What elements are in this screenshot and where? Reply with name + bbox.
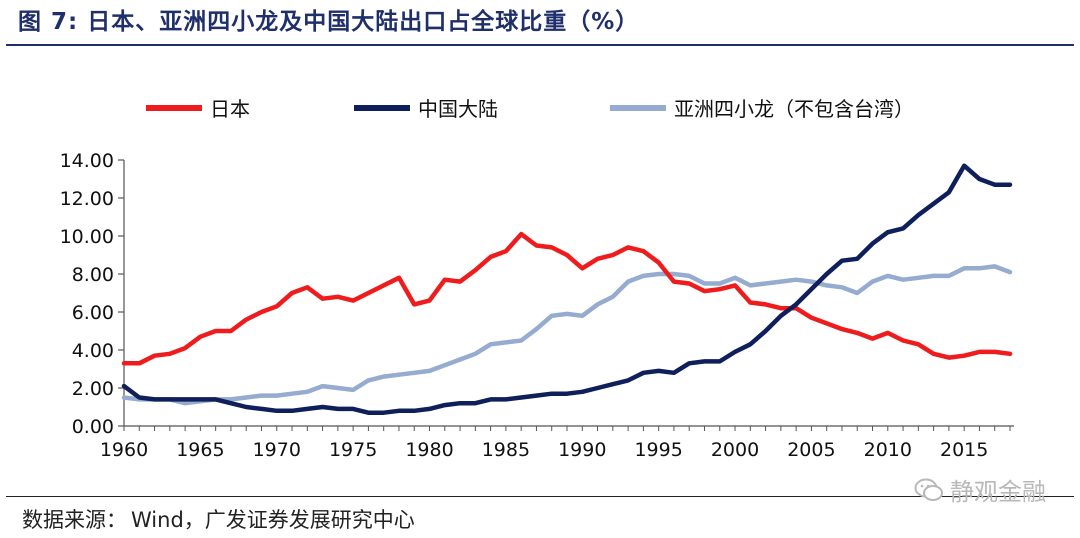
source-label: 数据来源 bbox=[22, 508, 106, 532]
series-line-3 bbox=[121, 264, 1013, 406]
source-colon: ： bbox=[106, 508, 127, 532]
source-text: Wind，广发证券发展研究中心 bbox=[131, 508, 415, 532]
series-line-1 bbox=[121, 231, 1013, 366]
chart-series bbox=[121, 163, 1013, 415]
y-tick-label: 8.00 bbox=[72, 264, 114, 286]
y-tick-label: 10.00 bbox=[60, 226, 114, 248]
legend-label: 亚洲四小龙（不包含台湾） bbox=[674, 97, 914, 121]
x-tick-label: 2005 bbox=[787, 439, 835, 461]
y-axis: 0.00 2.00 4.00 6.00 8.00 10.00 12.00 14.00 bbox=[60, 150, 125, 438]
x-axis: 1960 1965 1970 1975 1980 1985 1990 1995 2000 2005… bbox=[100, 425, 1014, 461]
legend-label: 日本 bbox=[210, 97, 250, 121]
x-tick-label: 1985 bbox=[482, 439, 530, 461]
title-divider bbox=[6, 44, 1074, 46]
y-tick-label: 0.00 bbox=[72, 416, 114, 438]
y-tick-label: 12.00 bbox=[60, 188, 114, 210]
x-tick-label: 2000 bbox=[711, 439, 759, 461]
wechat-icon bbox=[914, 478, 943, 501]
x-tick-label: 1970 bbox=[253, 439, 301, 461]
y-tick-label: 6.00 bbox=[72, 302, 114, 324]
x-tick-label: 1975 bbox=[329, 439, 377, 461]
series-line-2 bbox=[121, 163, 1013, 415]
x-tick-label: 1995 bbox=[634, 439, 682, 461]
legend-label: 中国大陆 bbox=[418, 97, 498, 121]
x-tick-label: 1965 bbox=[176, 439, 224, 461]
x-tick-label: 1980 bbox=[405, 439, 453, 461]
y-tick-label: 14.00 bbox=[60, 150, 114, 172]
x-tick-label: 1960 bbox=[100, 439, 148, 461]
x-tick-label: 2010 bbox=[864, 439, 912, 461]
figure-title: 图 7: 日本、亚洲四小龙及中国大陆出口占全球比重（%） bbox=[18, 4, 639, 40]
figure-title-text: 日本、亚洲四小龙及中国大陆出口占全球比重（%） bbox=[87, 9, 640, 35]
source-note: 数据来源： Wind，广发证券发展研究中心 bbox=[22, 504, 415, 534]
watermark: 静观金融 bbox=[914, 472, 1046, 507]
watermark-text: 静观金融 bbox=[950, 478, 1046, 506]
x-tick-label: 2015 bbox=[940, 439, 988, 461]
y-tick-label: 4.00 bbox=[72, 340, 114, 362]
y-tick-label: 2.00 bbox=[72, 378, 114, 400]
chart-legend: 日本 中国大陆 亚洲四小龙（不包含台湾） bbox=[146, 97, 914, 121]
x-tick-label: 1990 bbox=[558, 439, 606, 461]
figure-label: 图 7: bbox=[18, 9, 79, 35]
footer-divider bbox=[6, 496, 1074, 497]
